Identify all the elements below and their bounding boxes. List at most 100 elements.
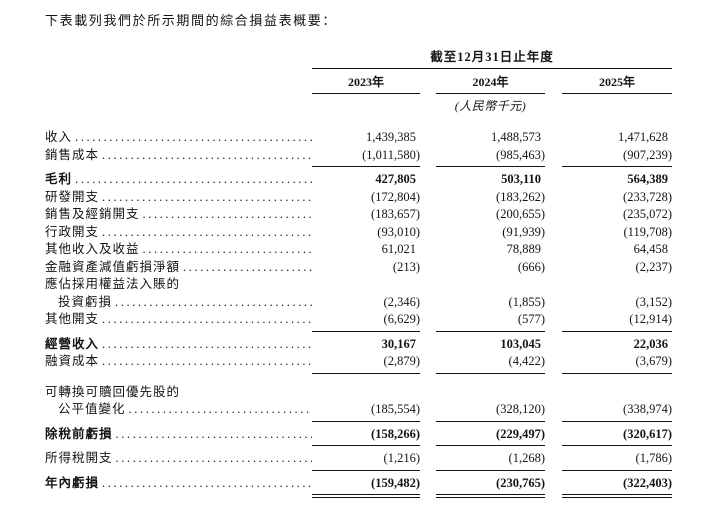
table-row: 所得稅開支...................................… — [45, 450, 726, 468]
value-cell-2025年: (235,072) — [562, 206, 672, 224]
dot-leader: ........................................… — [102, 354, 312, 368]
rule-line — [312, 330, 420, 332]
value-text: (172,804) — [371, 189, 420, 204]
rule-line — [436, 372, 545, 374]
table-row: 公平值變化...................................… — [45, 401, 726, 419]
value-text: (577) — [517, 312, 545, 326]
table-row: 金融資產減值虧損淨額..............................… — [45, 259, 726, 277]
value-cell-2024年: (577) — [436, 311, 545, 329]
value-cell-2023年: (185,554) — [312, 401, 420, 419]
rule-line — [436, 330, 545, 332]
value-cell-2024年: (666) — [436, 259, 545, 277]
income-statement-header: 截至12月31日止年度 2023年 2024年 2025年 (人民幣千元) — [45, 46, 726, 114]
rule-line — [562, 330, 672, 332]
row-label-text: 投資虧損 — [58, 294, 113, 309]
value-text: (91,939) — [502, 224, 545, 239]
value-cell-2024年: (985,463) — [436, 147, 545, 165]
value-cell-2025年: (1,786) — [562, 450, 672, 468]
dot-leader: ........................................… — [75, 172, 312, 186]
value-cell-2025年: 64,458 — [562, 241, 672, 259]
value-text: (230,765) — [496, 475, 545, 490]
table-row: 經營收入....................................… — [45, 336, 726, 354]
value-cell-2024年: (328,120) — [436, 401, 545, 419]
value-text: (4,422) — [508, 354, 545, 368]
value-cell-2023年: (2,879) — [312, 353, 420, 371]
table-row: 投資虧損....................................… — [45, 294, 726, 312]
value-cell-2023年: (93,010) — [312, 224, 420, 242]
dot-leader: ........................................… — [102, 147, 312, 162]
value-cell-2024年: 1,488,573 — [436, 129, 545, 147]
dot-leader: ........................................… — [183, 259, 312, 274]
row-label-text: 可轉換可贖回優先股的 — [45, 384, 181, 399]
value-text: (235,072) — [623, 207, 672, 221]
rule-line — [312, 420, 420, 422]
table-row: 可轉換可贖回優先股的 — [45, 384, 726, 402]
row-label-text: 金融資產減值虧損淨額 — [45, 259, 181, 274]
table-row: 其他開支....................................… — [45, 311, 726, 329]
row-label: 所得稅開支...................................… — [45, 450, 312, 468]
income-statement-rows: 收入......................................… — [45, 129, 726, 501]
rule-line — [562, 469, 672, 471]
dot-leader: ........................................… — [142, 242, 312, 256]
value-text: (213) — [392, 259, 420, 274]
rule-line — [436, 469, 545, 471]
row-label-text: 融資成本 — [45, 354, 100, 368]
row-label: 經營收入....................................… — [45, 336, 312, 354]
row-label: 除稅前虧損...................................… — [45, 426, 312, 444]
value-cell-2023年: (2,346) — [312, 294, 420, 312]
rule-line — [562, 494, 672, 498]
row-label-text: 年內虧損 — [45, 475, 100, 490]
value-cell-2023年: 61,021 — [312, 241, 420, 259]
dot-leader: ........................................… — [75, 130, 312, 144]
row-label: 行政開支....................................… — [45, 224, 312, 242]
value-text: (328,120) — [496, 402, 545, 416]
value-text: (159,482) — [371, 475, 420, 490]
column-header-2025: 2025年 — [562, 69, 672, 94]
value-cell-2024年: (200,655) — [436, 206, 545, 224]
value-cell-2023年: (213) — [312, 259, 420, 277]
value-text: (12,914) — [629, 312, 672, 326]
value-text: (985,463) — [496, 147, 545, 162]
value-text: (3,152) — [635, 294, 672, 309]
value-text: (233,728) — [623, 189, 672, 204]
value-text: (3,679) — [635, 354, 672, 368]
value-text: (320,617) — [623, 426, 672, 441]
rule-line — [562, 372, 672, 374]
row-label-text: 所得稅開支 — [45, 451, 113, 465]
row-label-text: 公平值變化 — [58, 402, 126, 416]
row-label: 可轉換可贖回優先股的 — [45, 384, 312, 402]
dot-leader: ........................................… — [115, 451, 312, 465]
value-text: (200,655) — [496, 207, 545, 221]
row-label-text: 收入 — [45, 130, 73, 144]
row-label: 投資虧損....................................… — [45, 294, 312, 312]
subtotal-rule — [45, 443, 726, 450]
value-text: (907,239) — [623, 147, 672, 162]
value-text: (229,497) — [496, 426, 545, 441]
value-text: (119,708) — [623, 224, 673, 239]
value-cell-2024年: (1,855) — [436, 294, 545, 312]
value-text: 103,045 — [500, 336, 541, 351]
row-label-text: 經營收入 — [45, 336, 100, 351]
row-label: 金融資產減值虧損淨額..............................… — [45, 259, 312, 277]
value-cell-2024年: (1,268) — [436, 450, 545, 468]
value-text: (1,216) — [383, 451, 420, 465]
value-text: 30,167 — [381, 336, 416, 351]
rule-line — [436, 445, 545, 446]
value-cell-2023年: (158,266) — [312, 426, 420, 444]
value-cell-2025年: 564,389 — [562, 171, 672, 189]
value-text: 1,488,573 — [491, 130, 541, 144]
value-text: (1,011,580) — [362, 147, 420, 162]
column-header-2024: 2024年 — [436, 69, 545, 94]
value-text: 22,036 — [633, 336, 668, 351]
column-header-2023: 2023年 — [312, 69, 420, 94]
row-label-text: 毛利 — [45, 172, 73, 186]
value-text: (93,010) — [377, 224, 420, 239]
row-label: 其他收入及收益.................................… — [45, 241, 312, 259]
dot-leader: ........................................… — [102, 475, 312, 490]
table-row: 應佔採用權益法入賬的 — [45, 276, 726, 294]
table-row: 除稅前虧損...................................… — [45, 426, 726, 444]
value-cell-2024年: 78,889 — [436, 241, 545, 259]
value-cell-2025年: (3,152) — [562, 294, 672, 312]
value-cell-2023年: 30,167 — [312, 336, 420, 354]
value-cell-2023年: (172,804) — [312, 189, 420, 207]
